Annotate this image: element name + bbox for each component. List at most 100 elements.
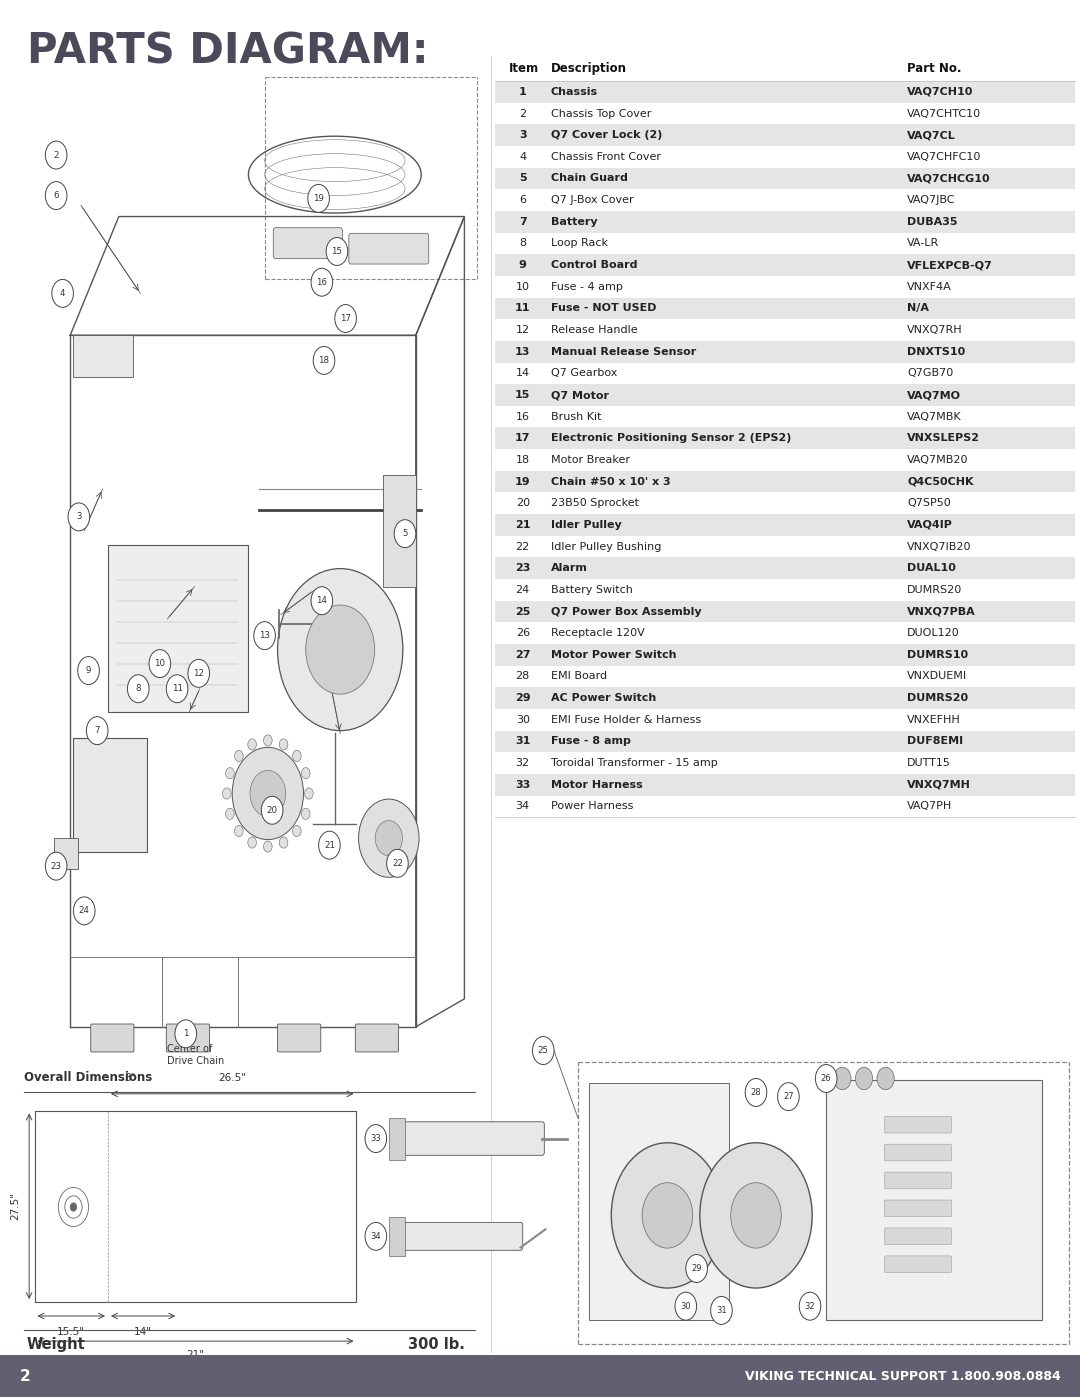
Text: 21: 21 <box>324 841 335 849</box>
Text: Weight: Weight <box>27 1337 85 1352</box>
Circle shape <box>280 739 288 750</box>
Text: 32: 32 <box>805 1302 815 1310</box>
Text: 23: 23 <box>515 563 530 573</box>
Text: 16: 16 <box>516 412 529 422</box>
Circle shape <box>247 739 256 750</box>
FancyBboxPatch shape <box>495 320 1075 341</box>
FancyBboxPatch shape <box>495 147 1075 168</box>
Text: 5: 5 <box>402 529 408 538</box>
FancyBboxPatch shape <box>495 363 1075 384</box>
Text: Fuse - NOT USED: Fuse - NOT USED <box>551 303 657 313</box>
Text: 29: 29 <box>515 693 530 703</box>
Circle shape <box>365 1125 387 1153</box>
FancyBboxPatch shape <box>885 1200 951 1217</box>
FancyBboxPatch shape <box>885 1144 951 1161</box>
FancyBboxPatch shape <box>495 427 1075 450</box>
Text: 10: 10 <box>154 659 165 668</box>
Circle shape <box>73 897 95 925</box>
Text: DUOL120: DUOL120 <box>907 629 960 638</box>
Circle shape <box>280 837 288 848</box>
FancyBboxPatch shape <box>495 124 1075 147</box>
Text: VAQ4IP: VAQ4IP <box>907 520 953 529</box>
Text: DUTT15: DUTT15 <box>907 759 951 768</box>
FancyBboxPatch shape <box>495 601 1075 623</box>
Circle shape <box>815 1065 837 1092</box>
Text: 12: 12 <box>193 669 204 678</box>
Text: 12: 12 <box>515 326 530 335</box>
Circle shape <box>149 650 171 678</box>
Text: Battery: Battery <box>551 217 597 226</box>
Text: VNXQ7MH: VNXQ7MH <box>907 780 971 789</box>
Text: 16: 16 <box>316 278 327 286</box>
Text: 23: 23 <box>51 862 62 870</box>
FancyBboxPatch shape <box>495 341 1075 362</box>
Circle shape <box>52 279 73 307</box>
FancyBboxPatch shape <box>495 254 1075 277</box>
Text: EMI Board: EMI Board <box>551 672 607 682</box>
Text: VAQ7PH: VAQ7PH <box>907 802 953 812</box>
Circle shape <box>305 788 313 799</box>
Text: 34: 34 <box>370 1232 381 1241</box>
Circle shape <box>70 1203 77 1211</box>
Circle shape <box>166 675 188 703</box>
Text: DUF8EMI: DUF8EMI <box>907 736 963 746</box>
FancyBboxPatch shape <box>54 838 78 869</box>
Text: Chassis: Chassis <box>551 87 598 96</box>
Circle shape <box>611 1143 724 1288</box>
Text: Q7 Gearbox: Q7 Gearbox <box>551 369 617 379</box>
Circle shape <box>301 767 310 778</box>
Circle shape <box>643 1183 692 1248</box>
Circle shape <box>301 809 310 820</box>
FancyBboxPatch shape <box>495 774 1075 796</box>
Text: VAQ7CHTC10: VAQ7CHTC10 <box>907 109 982 119</box>
Text: Brush Kit: Brush Kit <box>551 412 602 422</box>
FancyBboxPatch shape <box>885 1116 951 1133</box>
Circle shape <box>127 675 149 703</box>
Text: Description: Description <box>551 61 626 75</box>
FancyBboxPatch shape <box>495 753 1075 774</box>
Circle shape <box>306 605 375 694</box>
Text: 23B50 Sprocket: 23B50 Sprocket <box>551 499 638 509</box>
Text: Motor Breaker: Motor Breaker <box>551 455 630 465</box>
Text: Motor Harness: Motor Harness <box>551 780 643 789</box>
Text: Q7 Motor: Q7 Motor <box>551 390 609 400</box>
Circle shape <box>264 841 272 852</box>
Text: Release Handle: Release Handle <box>551 326 637 335</box>
Text: 28: 28 <box>751 1088 761 1097</box>
Text: VNXQ7RH: VNXQ7RH <box>907 326 963 335</box>
FancyBboxPatch shape <box>495 103 1075 124</box>
Text: Power Harness: Power Harness <box>551 802 633 812</box>
Text: 7: 7 <box>518 217 527 226</box>
Text: DNXTS10: DNXTS10 <box>907 346 966 356</box>
FancyBboxPatch shape <box>0 1355 1080 1397</box>
Text: VAQ7JBC: VAQ7JBC <box>907 196 956 205</box>
Text: 2: 2 <box>519 109 526 119</box>
FancyBboxPatch shape <box>495 536 1075 557</box>
Text: VNXQ7PBA: VNXQ7PBA <box>907 606 976 616</box>
Circle shape <box>278 569 403 731</box>
Circle shape <box>68 503 90 531</box>
Text: Q7 Power Box Assembly: Q7 Power Box Assembly <box>551 606 701 616</box>
Text: 10: 10 <box>516 282 529 292</box>
FancyBboxPatch shape <box>495 81 1075 103</box>
Circle shape <box>247 837 256 848</box>
FancyBboxPatch shape <box>355 1024 399 1052</box>
Circle shape <box>711 1296 732 1324</box>
FancyBboxPatch shape <box>383 475 416 587</box>
Text: 18: 18 <box>319 356 329 365</box>
FancyBboxPatch shape <box>495 623 1075 644</box>
Text: 11: 11 <box>515 303 530 313</box>
Text: 24: 24 <box>79 907 90 915</box>
FancyBboxPatch shape <box>885 1172 951 1189</box>
Text: Q7SP50: Q7SP50 <box>907 499 951 509</box>
Text: 15.5": 15.5" <box>57 1327 85 1337</box>
Text: N/A: N/A <box>907 303 929 313</box>
Text: Loop Rack: Loop Rack <box>551 239 608 249</box>
Circle shape <box>234 750 243 761</box>
FancyBboxPatch shape <box>826 1080 1042 1320</box>
Text: 5: 5 <box>518 173 527 183</box>
Text: VNXQ7IB20: VNXQ7IB20 <box>907 542 972 552</box>
Text: Manual Release Sensor: Manual Release Sensor <box>551 346 696 356</box>
FancyBboxPatch shape <box>349 233 429 264</box>
Text: 34: 34 <box>515 802 530 812</box>
